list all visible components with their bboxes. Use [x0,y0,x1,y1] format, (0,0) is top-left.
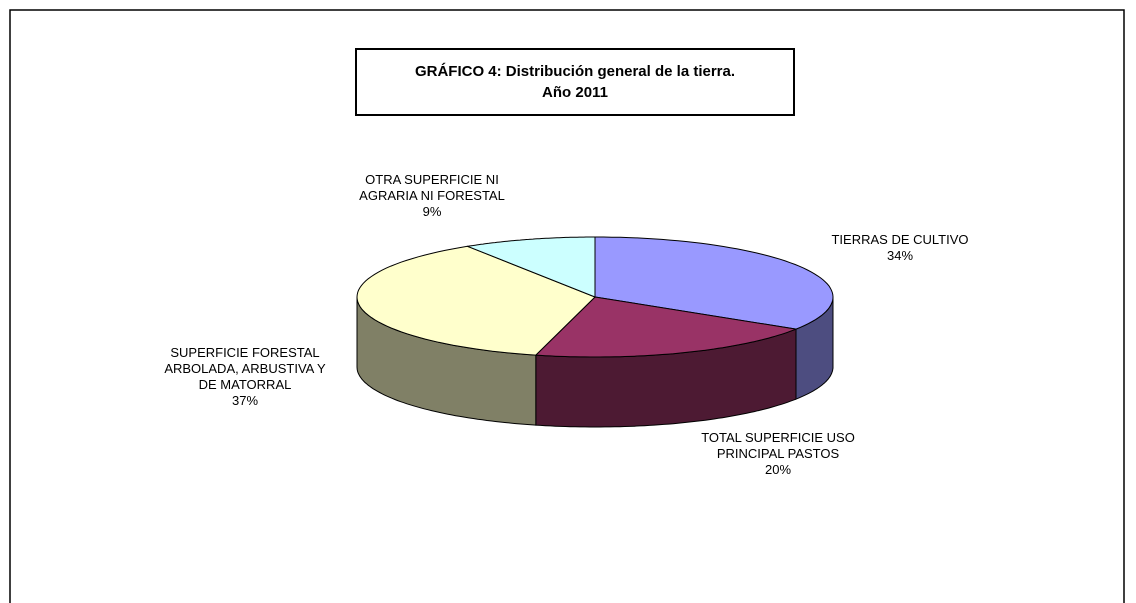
walls [356,296,834,428]
slice-name: TIERRAS DE CULTIVO [831,232,969,247]
slice-name: SUPERFICIE FORESTAL ARBOLADA, ARBUSTIVA … [164,345,326,392]
pie-slice [534,296,798,358]
slice-label: TIERRAS DE CULTIVO 34% [780,232,1020,264]
tops [356,236,834,358]
chart-title: GRÁFICO 4: Distribución general de la ti… [355,48,795,116]
slice-value: 9% [422,204,442,219]
slice-name: OTRA SUPERFICIE NI AGRARIA NI FORESTAL [359,172,505,203]
pie-slice [465,236,596,298]
slice-label: TOTAL SUPERFICIE USO PRINCIPAL PASTOS 20% [658,430,898,478]
slice-value: 37% [231,393,259,408]
slice-name: TOTAL SUPERFICIE USO PRINCIPAL PASTOS [701,430,855,461]
slice-label: OTRA SUPERFICIE NI AGRARIA NI FORESTAL 9% [312,172,552,220]
slice-label: SUPERFICIE FORESTAL ARBOLADA, ARBUSTIVA … [125,345,365,409]
slice-value: 20% [764,462,792,477]
slice-value: 34% [886,248,914,263]
